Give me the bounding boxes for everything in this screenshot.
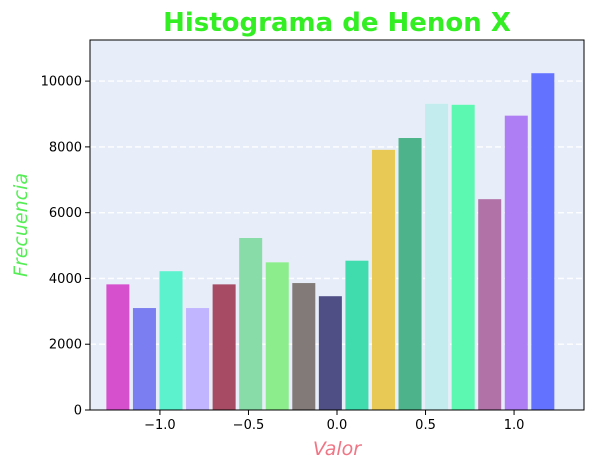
bar [504,115,528,411]
bar [345,260,369,410]
y-tick-label: 4000 [49,272,82,287]
x-axis-label: Valor [313,438,362,460]
x-tick-label: 1.0 [504,418,525,433]
y-tick-label: 10000 [41,75,82,90]
y-tick-label: 0 [74,404,82,419]
x-tick-label: 0.5 [415,418,436,433]
bar [132,308,156,410]
bar [186,308,210,410]
bar [451,104,475,411]
y-ticks: 0 2000 4000 6000 8000 10000 [41,75,90,419]
bar [371,149,395,411]
y-tick-label: 6000 [49,206,82,221]
bar [425,103,449,410]
y-tick-label: 8000 [49,140,82,155]
bar [318,296,342,410]
bars [106,73,555,411]
bar [265,262,289,410]
chart-title: Histograma de Henon X [163,8,511,38]
y-axis-label: Frecuencia [10,173,32,277]
bar [398,138,422,410]
x-ticks: −1.0 −0.5 0.0 0.5 1.0 [144,410,524,433]
bar [159,271,183,410]
bar [212,284,236,410]
bar [239,237,263,410]
bar [292,283,316,410]
bar [106,284,130,410]
x-tick-label: −0.5 [233,418,265,433]
bar [531,73,555,411]
y-tick-label: 2000 [49,338,82,353]
x-tick-label: 0.0 [327,418,348,433]
x-tick-label: −1.0 [144,418,176,433]
bar [478,199,502,410]
